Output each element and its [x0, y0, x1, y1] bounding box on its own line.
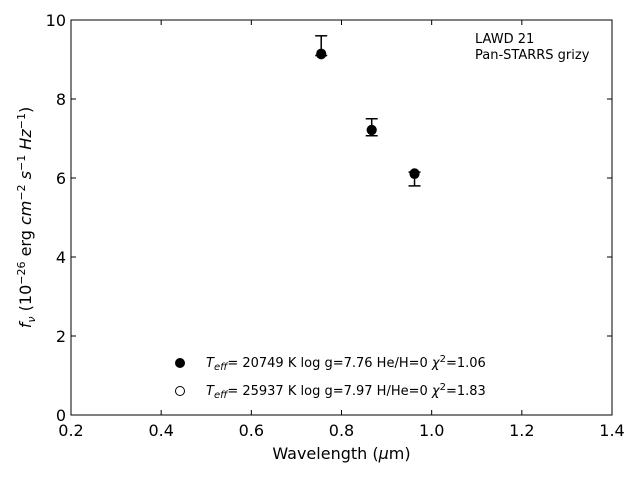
y-tick-label: 6 — [56, 169, 66, 188]
x-axis-label: Wavelength (μm) — [272, 444, 410, 463]
x-tick-label: 0.2 — [58, 421, 83, 440]
legend-marker-open — [175, 386, 185, 396]
x-tick-label: 1.4 — [599, 421, 624, 440]
y-tick-label: 0 — [56, 406, 66, 425]
legend-entry-2: Teff= 25937 K log g=7.97 H/He=0 χ2=1.83 — [206, 382, 486, 401]
y-axis-label: fν (10−26 erg cm−2 s−1 Hz−1) — [15, 107, 38, 328]
y-tick-label: 4 — [56, 248, 66, 267]
x-tick-label: 0.4 — [148, 421, 173, 440]
y-tick-label: 8 — [56, 90, 66, 109]
annotation-survey: Pan-STARRS grizy — [475, 48, 590, 63]
x-tick-label: 0.8 — [329, 421, 354, 440]
axis-ticks: 0.2 0.4 0.6 0.8 1.0 1.2 1.4 0 2 4 6 8 10 — [46, 11, 625, 440]
legend-marker-filled — [175, 358, 185, 368]
legend: Teff= 20749 K log g=7.76 He/H=0 χ2=1.06 … — [175, 354, 486, 401]
y-tick-label: 10 — [46, 11, 66, 30]
legend-entry-1: Teff= 20749 K log g=7.76 He/H=0 χ2=1.06 — [206, 354, 486, 373]
model-point-filled — [366, 124, 377, 135]
x-tick-label: 1.2 — [509, 421, 534, 440]
error-bars — [315, 35, 421, 187]
data-points — [316, 48, 420, 180]
x-tick-label: 0.6 — [239, 421, 264, 440]
model-point-filled — [316, 48, 327, 59]
y-tick-label: 2 — [56, 327, 66, 346]
x-tick-label: 1.0 — [419, 421, 444, 440]
model-point-filled — [409, 168, 420, 179]
annotation-object-name: LAWD 21 — [475, 32, 534, 47]
